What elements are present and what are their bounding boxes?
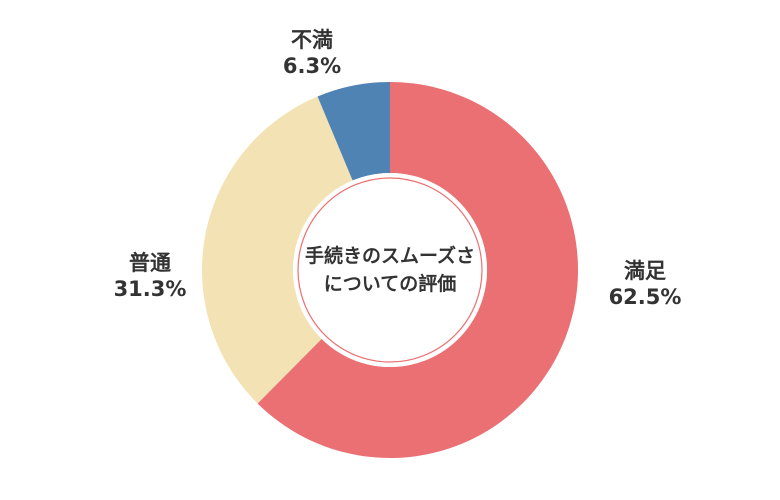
slice-name-neutral: 普通 [129,251,171,275]
slice-value-dissatisfied: 6.3% [282,54,342,78]
slice-value-satisfied: 62.5% [608,285,682,309]
slice-neutral [202,96,353,404]
slice-label-satisfied: 満足 62.5% [595,258,695,310]
center-title: 手続きのスムーズさ についての評価 [290,242,490,298]
donut-hole [293,173,487,367]
slice-label-dissatisfied: 不満 6.3% [262,27,362,79]
center-title-line-2: についての評価 [323,273,457,295]
center-title-line-1: 手続きのスムーズさ [304,245,476,267]
donut-inner-outline [297,177,483,363]
slice-dissatisfied [317,82,390,181]
slice-satisfied [257,82,579,459]
slice-name-satisfied: 満足 [624,259,666,283]
slice-value-neutral: 31.3% [113,277,187,301]
slice-label-neutral: 普通 31.3% [100,250,200,302]
slice-name-dissatisfied: 不満 [291,28,333,52]
